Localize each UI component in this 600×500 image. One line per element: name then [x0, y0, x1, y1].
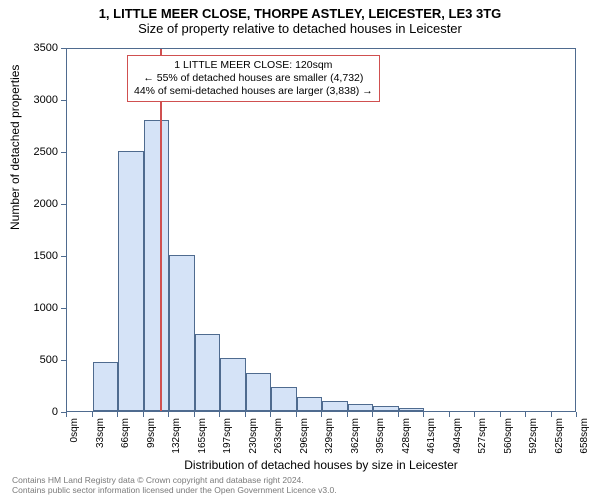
x-tick-label: 66sqm	[120, 418, 131, 448]
x-tick-mark	[296, 412, 297, 417]
x-tick-label: 494sqm	[452, 418, 463, 454]
x-tick-mark	[525, 412, 526, 417]
histogram-bar	[169, 255, 195, 411]
y-tick-label: 3000	[34, 94, 58, 106]
x-tick-mark	[398, 412, 399, 417]
y-tick-label: 0	[52, 406, 58, 418]
y-tick-label: 2500	[34, 146, 58, 158]
y-tick-label: 3500	[34, 42, 58, 54]
x-tick-label: 592sqm	[528, 418, 539, 454]
title-block: 1, LITTLE MEER CLOSE, THORPE ASTLEY, LEI…	[0, 0, 600, 36]
x-tick-label: 33sqm	[95, 418, 106, 448]
histogram-bar	[373, 406, 399, 411]
x-tick-mark	[168, 412, 169, 417]
y-tick-label: 1000	[34, 302, 58, 314]
y-tick-label: 2000	[34, 198, 58, 210]
x-tick-mark	[92, 412, 93, 417]
marker-line	[160, 49, 162, 411]
x-tick-mark	[576, 412, 577, 417]
x-tick-label: 230sqm	[248, 418, 259, 454]
x-tick-label: 560sqm	[503, 418, 514, 454]
histogram-bar	[246, 373, 272, 411]
x-tick-mark	[500, 412, 501, 417]
y-axis: 0500100015002000250030003500	[0, 48, 66, 412]
title-line-2: Size of property relative to detached ho…	[0, 21, 600, 36]
x-tick-mark	[347, 412, 348, 417]
x-tick-mark	[449, 412, 450, 417]
histogram-bar	[93, 362, 119, 411]
x-tick-label: 0sqm	[69, 418, 80, 442]
x-axis-label: Distribution of detached houses by size …	[66, 458, 576, 472]
x-tick-label: 165sqm	[197, 418, 208, 454]
y-tick-label: 1500	[34, 250, 58, 262]
x-axis: 0sqm 33sqm 66sqm 99sqm 132sqm 165sqm 197sqm 230…	[66, 412, 576, 462]
histogram-bar	[195, 334, 221, 411]
x-tick-label: 461sqm	[426, 418, 437, 454]
x-tick-label: 263sqm	[273, 418, 284, 454]
x-tick-label: 197sqm	[222, 418, 233, 454]
x-tick-mark	[219, 412, 220, 417]
x-tick-mark	[321, 412, 322, 417]
x-tick-label: 395sqm	[375, 418, 386, 454]
x-tick-label: 658sqm	[579, 418, 590, 454]
annotation-line: ← 55% of detached houses are smaller (4,…	[134, 72, 373, 85]
x-tick-mark	[66, 412, 67, 417]
x-tick-mark	[117, 412, 118, 417]
annotation-line: 44% of semi-detached houses are larger (…	[134, 85, 373, 98]
x-tick-label: 296sqm	[299, 418, 310, 454]
x-tick-mark	[194, 412, 195, 417]
histogram-bar	[399, 408, 425, 411]
x-tick-mark	[372, 412, 373, 417]
histogram-bar	[220, 358, 246, 411]
histogram-bar	[118, 151, 144, 411]
chart-plot-area: 1 LITTLE MEER CLOSE: 120sqm← 55% of deta…	[66, 48, 576, 412]
footer-line-2: Contains public sector information licen…	[12, 486, 337, 496]
histogram-bar	[144, 120, 170, 411]
footer-attribution: Contains HM Land Registry data © Crown c…	[12, 476, 337, 496]
x-tick-mark	[474, 412, 475, 417]
x-tick-mark	[245, 412, 246, 417]
x-tick-label: 99sqm	[146, 418, 157, 448]
x-tick-mark	[423, 412, 424, 417]
x-tick-label: 132sqm	[171, 418, 182, 454]
x-tick-label: 329sqm	[324, 418, 335, 454]
annotation-box: 1 LITTLE MEER CLOSE: 120sqm← 55% of deta…	[127, 55, 380, 102]
x-tick-label: 428sqm	[401, 418, 412, 454]
annotation-line: 1 LITTLE MEER CLOSE: 120sqm	[134, 59, 373, 72]
x-tick-label: 527sqm	[477, 418, 488, 454]
histogram-bar	[348, 404, 374, 411]
histogram-bar	[297, 397, 323, 411]
x-tick-mark	[143, 412, 144, 417]
x-tick-label: 362sqm	[350, 418, 361, 454]
x-tick-mark	[551, 412, 552, 417]
x-tick-label: 625sqm	[554, 418, 565, 454]
histogram-bar	[271, 387, 297, 411]
title-line-1: 1, LITTLE MEER CLOSE, THORPE ASTLEY, LEI…	[0, 6, 600, 21]
x-tick-mark	[270, 412, 271, 417]
y-tick-label: 500	[40, 354, 58, 366]
histogram-bar	[322, 401, 348, 411]
